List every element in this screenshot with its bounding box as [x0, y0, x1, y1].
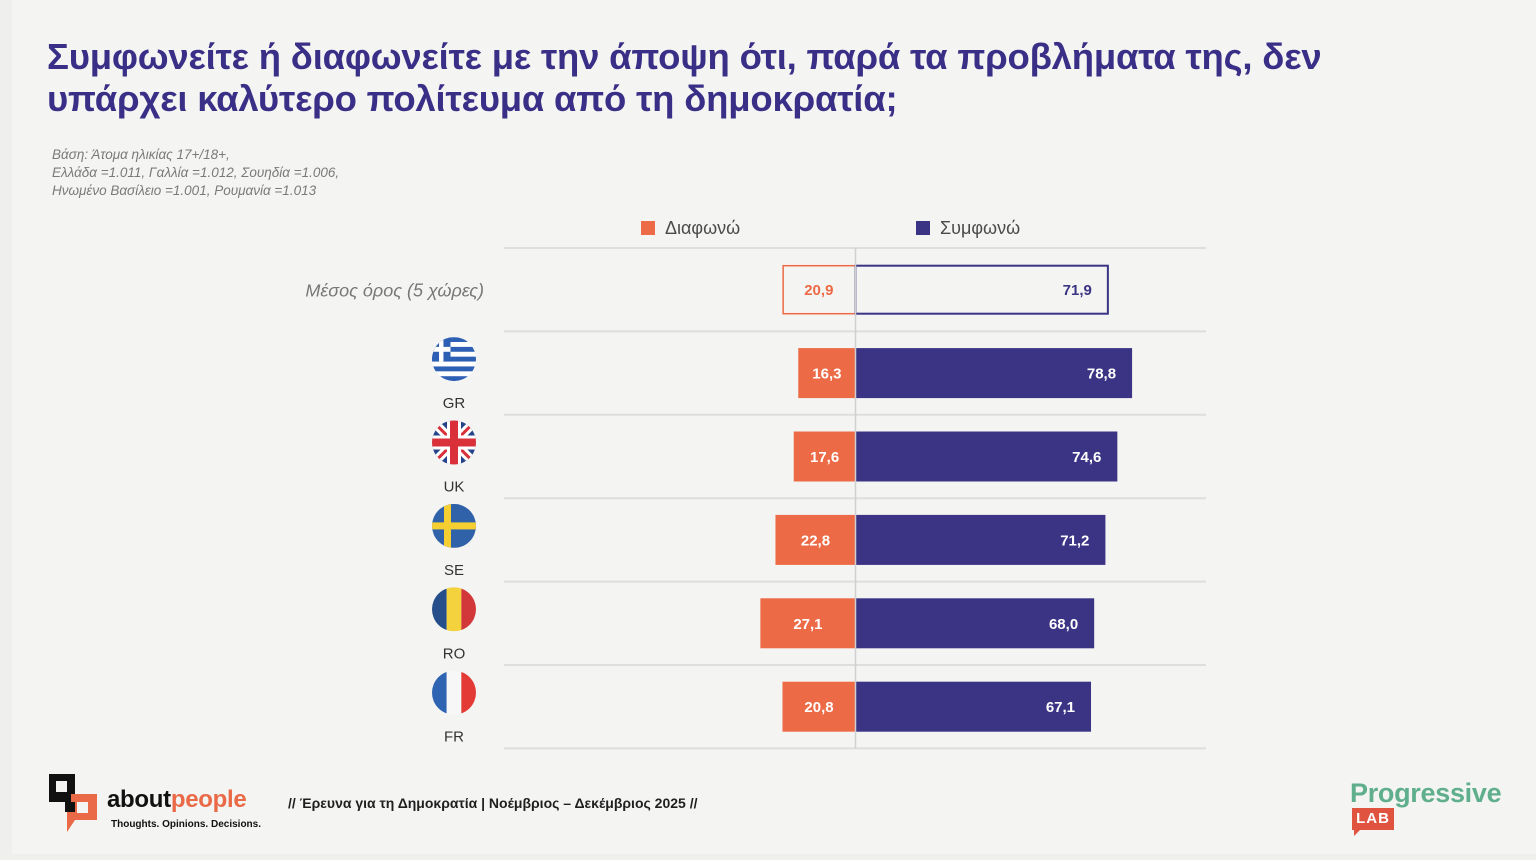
category-label: GR	[443, 395, 466, 412]
data-label-disagree: 20,9	[804, 282, 833, 299]
bar-agree	[855, 431, 1118, 482]
page-edge	[0, 854, 1536, 860]
chart-title: Συμφωνείτε ή διαφωνείτε με την άποψη ότι…	[47, 36, 1467, 120]
greece-flag-icon	[432, 337, 476, 382]
data-label-agree: 71,2	[1060, 532, 1089, 549]
sweden-flag-icon	[432, 503, 476, 548]
bar-agree	[855, 681, 1092, 732]
legend-item-disagree: Διαφωνώ	[641, 216, 740, 240]
aboutpeople-logo-icon	[49, 774, 97, 832]
progressive-lab-badge-tail	[1354, 828, 1362, 836]
progressive-lab-wordmark: Progressive	[1350, 778, 1502, 808]
bar-disagree	[793, 431, 856, 482]
legend-item-agree: Συμφωνώ	[916, 216, 1020, 240]
chart-title-line-1: Συμφωνείτε ή διαφωνείτε με την άποψη ότι…	[47, 36, 1322, 77]
data-label-agree: 74,6	[1072, 449, 1101, 466]
data-label-disagree: 16,3	[812, 366, 841, 383]
bar-disagree	[760, 598, 856, 649]
data-label-agree: 71,9	[1063, 282, 1092, 299]
base-note-line: Βάση: Άτομα ηλικίας 17+/18+,	[52, 147, 230, 162]
chart-title-line-2: υπάρχει καλύτερο πολίτευμα από τη δημοκρ…	[47, 78, 898, 119]
data-label-disagree: 27,1	[793, 616, 822, 633]
france-flag-icon	[432, 670, 476, 715]
uk-flag-icon	[432, 420, 476, 465]
data-label-agree: 78,8	[1087, 366, 1116, 383]
sample-base-note: Βάση: Άτομα ηλικίας 17+/18+, Ελλάδα =1.0…	[52, 146, 339, 200]
progressive-lab-badge: LAB	[1352, 808, 1394, 830]
page-edge	[0, 0, 12, 860]
category-label: UK	[444, 479, 465, 496]
aboutpeople-tagline: Thoughts. Opinions. Decisions.	[111, 819, 262, 830]
bar-disagree	[775, 514, 856, 565]
aboutpeople-wordmark: aboutpeople	[107, 786, 247, 814]
data-label-agree: 68,0	[1049, 616, 1078, 633]
bar-agree	[855, 598, 1095, 649]
romania-flag-icon	[432, 587, 476, 632]
category-label: RO	[443, 645, 466, 662]
data-label-disagree: 17,6	[810, 449, 839, 466]
bar-disagree	[798, 348, 856, 399]
data-label-disagree: 20,8	[804, 699, 833, 716]
aboutpeople-about: about	[107, 786, 171, 813]
legend-label-agree: Συμφωνώ	[940, 217, 1021, 238]
bar-agree	[855, 348, 1133, 399]
legend-label-disagree: Διαφωνώ	[665, 217, 741, 238]
base-note-line: Ηνωμένο Βασίλειο =1.001, Ρουμανία =1.013	[52, 183, 317, 198]
data-label-disagree: 22,8	[801, 532, 830, 549]
category-label: FR	[444, 729, 464, 746]
data-label-agree: 67,1	[1046, 699, 1075, 716]
category-label: SE	[444, 562, 464, 579]
base-note-line: Ελλάδα =1.011, Γαλλία =1.012, Σουηδία =1…	[52, 165, 340, 180]
legend-swatch-disagree	[641, 221, 655, 235]
bar-agree	[855, 514, 1106, 565]
category-label: Μέσος όρος (5 χώρες)	[305, 281, 484, 301]
aboutpeople-logo: aboutpeople Thoughts. Opinions. Decision…	[47, 772, 277, 834]
progressive-lab-logo: Progressive LAB	[1350, 778, 1510, 838]
aboutpeople-people: people	[170, 786, 247, 813]
survey-footer: // Έρευνα για τη Δημοκρατία | Νοέμβριος …	[288, 795, 698, 811]
bar-disagree	[782, 681, 856, 732]
legend-swatch-agree	[916, 221, 930, 235]
